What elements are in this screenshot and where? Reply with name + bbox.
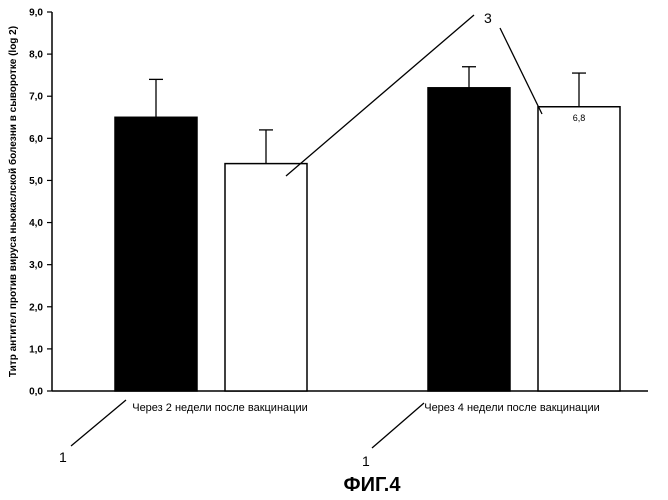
y-tick-label: 8,0 — [29, 50, 43, 61]
data-label: 7,2 — [463, 94, 476, 104]
y-tick-label: 6,0 — [29, 134, 43, 145]
y-tick-label: 0,0 — [29, 387, 43, 398]
y-tick-label: 4,0 — [29, 218, 43, 229]
x-category-labels: Через 2 недели после вакцинации Через 4 н… — [132, 402, 600, 414]
reference-label-1-right: 1 — [362, 453, 370, 469]
reference-label-3: 3 — [484, 10, 492, 26]
bar — [538, 107, 620, 391]
leader-line-1-left — [71, 400, 126, 446]
y-axis-label: Титр антител против вируса ньюкаслской б… — [7, 26, 19, 377]
plot-area: 0,0 1,0 2,0 3,0 4,0 5,0 6,0 7,0 8,0 9,0 6,5 7,2 6,8… — [29, 8, 648, 415]
bars: 6,5 7,2 6,8 — [115, 67, 620, 391]
x-category-label: Через 2 недели после вакцинации — [132, 402, 308, 414]
leader-line-1-right — [372, 403, 424, 448]
bar — [115, 117, 197, 391]
bar — [428, 88, 510, 391]
y-tick-label: 5,0 — [29, 176, 43, 187]
y-ticks: 0,0 1,0 2,0 3,0 4,0 5,0 6,0 7,0 8,0 9,0 — [29, 8, 52, 398]
x-category-label: Через 4 недели после вакцинации — [424, 402, 600, 414]
y-tick-label: 2,0 — [29, 302, 43, 313]
reference-label-1-left: 1 — [59, 449, 67, 465]
y-tick-label: 3,0 — [29, 260, 43, 271]
y-tick-label: 7,0 — [29, 92, 43, 103]
y-tick-label: 1,0 — [29, 344, 43, 355]
data-label: 6,5 — [150, 123, 163, 133]
bar — [225, 164, 307, 391]
data-label: 6,8 — [573, 113, 586, 123]
figure-caption: ФИГ.4 — [344, 474, 402, 496]
y-tick-label: 9,0 — [29, 8, 43, 19]
